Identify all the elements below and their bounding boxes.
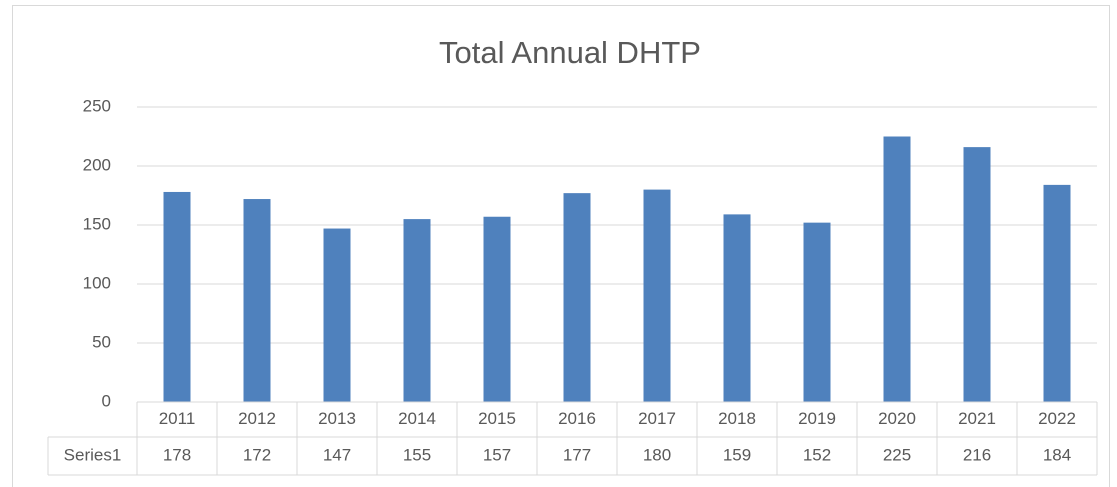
x-tick-label: 2022 <box>1038 409 1076 428</box>
x-tick-label: 2011 <box>159 409 196 428</box>
x-tick-label: 2013 <box>318 409 356 428</box>
bar <box>323 228 351 402</box>
x-tick-label: 2012 <box>238 409 276 428</box>
bar <box>563 193 591 402</box>
table-value: 159 <box>723 445 751 464</box>
series-name: Series1 <box>64 445 122 464</box>
bar <box>723 214 751 402</box>
table-value: 177 <box>563 445 591 464</box>
y-tick-label: 50 <box>92 332 111 351</box>
table-value: 147 <box>323 445 351 464</box>
bar <box>483 216 511 402</box>
x-tick-label: 2021 <box>958 409 996 428</box>
bar <box>403 219 431 402</box>
bar <box>963 147 991 402</box>
x-tick-label: 2017 <box>638 409 676 428</box>
table-value: 216 <box>963 445 991 464</box>
x-tick-label: 2020 <box>878 409 916 428</box>
x-tick-label: 2019 <box>798 409 836 428</box>
table-value: 155 <box>403 445 431 464</box>
table-value: 180 <box>643 445 671 464</box>
bar <box>1043 184 1071 402</box>
table-value: 157 <box>483 445 511 464</box>
table-value: 184 <box>1043 445 1071 464</box>
y-tick-label: 0 <box>102 391 111 410</box>
y-tick-label: 250 <box>83 96 111 115</box>
chart-border <box>12 5 1110 487</box>
bar <box>163 191 191 402</box>
x-tick-label: 2014 <box>398 409 436 428</box>
y-tick-label: 100 <box>83 273 111 292</box>
x-tick-label: 2016 <box>558 409 596 428</box>
table-value: 178 <box>163 445 191 464</box>
chart-title: Total Annual DHTP <box>439 35 701 70</box>
bar <box>883 136 911 402</box>
bar <box>243 199 271 402</box>
table-value: 225 <box>883 445 911 464</box>
bar <box>643 189 671 402</box>
table-value: 152 <box>803 445 831 464</box>
x-tick-label: 2015 <box>478 409 516 428</box>
x-tick-label: 2018 <box>718 409 756 428</box>
table-value: 172 <box>243 445 271 464</box>
y-tick-label: 150 <box>83 214 111 233</box>
bar <box>803 222 831 402</box>
y-tick-label: 200 <box>83 155 111 174</box>
